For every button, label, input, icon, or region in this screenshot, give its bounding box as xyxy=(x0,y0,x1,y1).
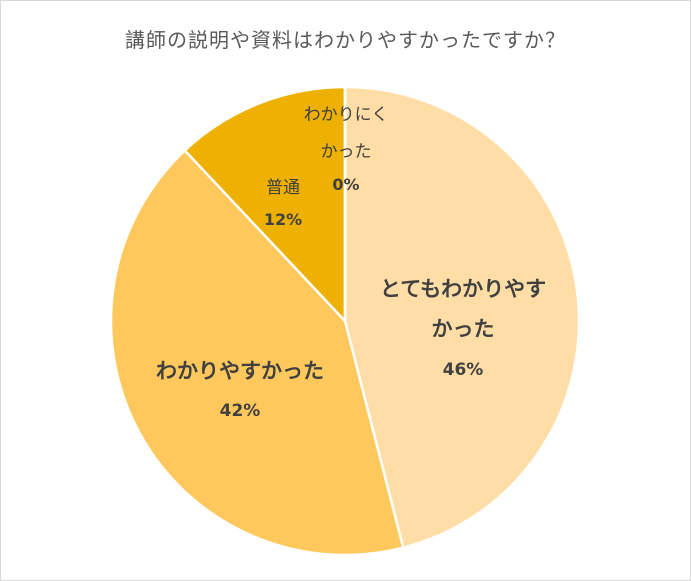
chart-title: 講師の説明や資料はわかりやすかったですか？ xyxy=(125,28,566,52)
slice-label-0-line-0: とてもわかりやす xyxy=(380,277,546,301)
slice-label-3-line-1: かった xyxy=(321,142,372,162)
slice-percent-1: 42% xyxy=(220,401,261,421)
slice-percent-0: 46% xyxy=(443,360,484,380)
pie-slice-2 xyxy=(183,85,347,323)
slice-label-0-line-1: かった xyxy=(432,317,495,341)
slice-label-2-line-0: 普通 xyxy=(266,178,300,198)
slice-label-1-line-0: わかりやすかった xyxy=(156,359,324,383)
slice-percent-2: 12% xyxy=(264,210,302,229)
pie-slice-0 xyxy=(343,85,581,549)
slice-label-3-line-0: わかりにく xyxy=(304,105,389,125)
pie-slice-1 xyxy=(109,149,405,557)
slice-percent-3: 0% xyxy=(332,175,359,194)
